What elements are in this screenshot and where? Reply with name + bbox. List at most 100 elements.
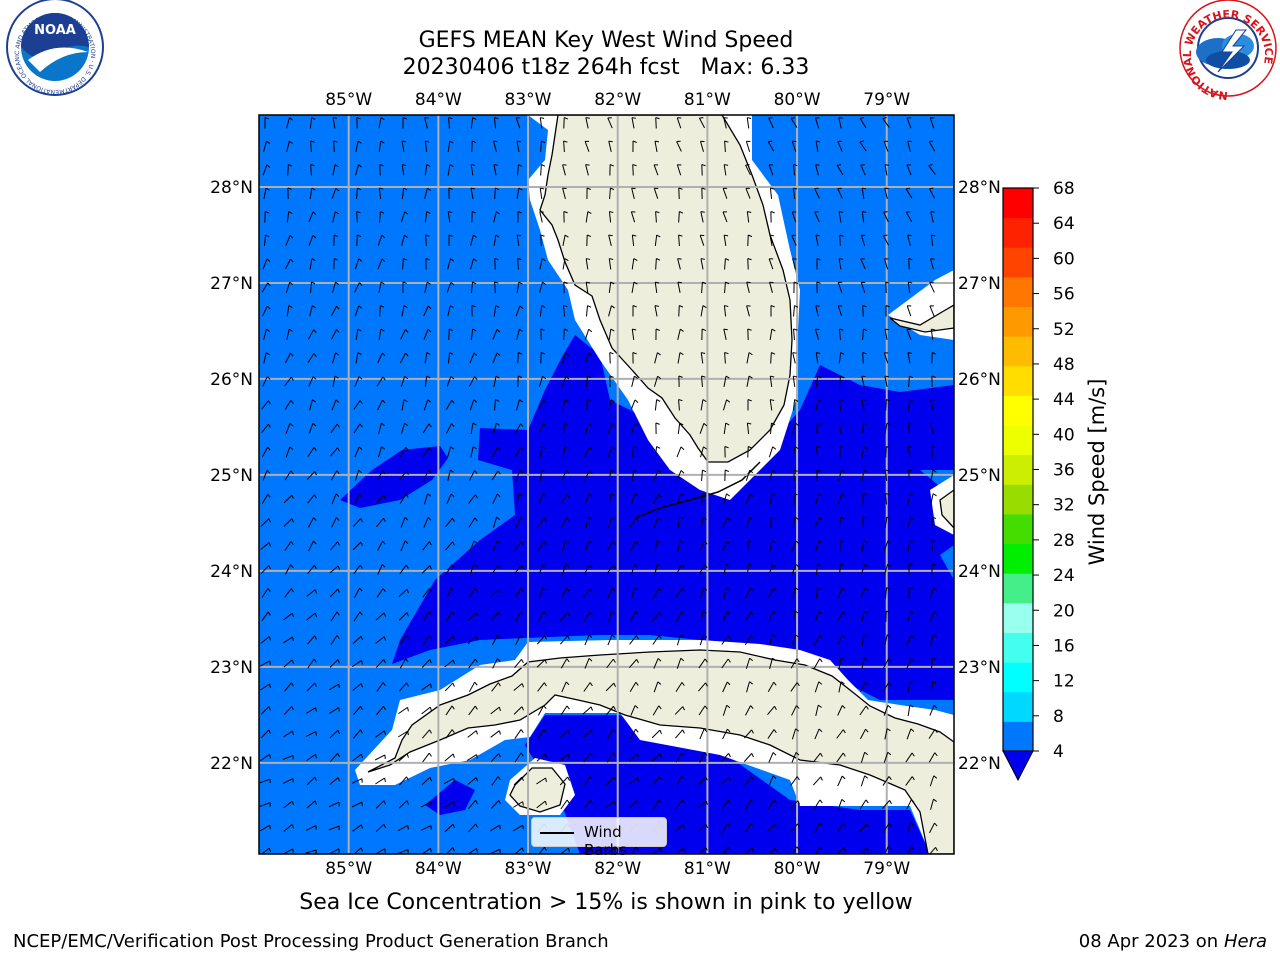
wind-barb-icon — [333, 140, 338, 153]
wind-barb-icon — [283, 494, 294, 504]
wind-barb-icon — [630, 705, 639, 716]
wind-barb-icon — [723, 164, 729, 176]
wind-barb-icon — [724, 469, 730, 482]
wind-barb-icon — [399, 635, 409, 645]
wind-barb-icon — [838, 258, 844, 270]
wind-barb-icon — [676, 140, 682, 152]
wind-barbs — [259, 117, 938, 854]
wind-barb-icon — [651, 729, 662, 739]
wind-barb-icon — [584, 658, 593, 669]
wind-barb-icon — [814, 117, 820, 129]
wind-barb-icon — [260, 518, 271, 527]
lat-tick-label-right: 28°N — [958, 178, 1001, 198]
wind-barb-icon — [907, 140, 912, 152]
wind-barb-icon — [398, 588, 409, 598]
wind-barb-icon — [652, 493, 662, 505]
wind-barb-icon — [860, 751, 869, 763]
wind-barb-icon — [930, 798, 937, 810]
wind-barb-icon — [769, 657, 776, 669]
noaa-logo-icon: NOAA NATIONAL OCEANIC AND ATMOSPHERIC AD… — [0, 0, 104, 96]
wind-barb-icon — [286, 211, 293, 223]
wind-barb-icon — [929, 822, 938, 834]
wind-barb-icon — [862, 352, 867, 364]
wind-barb-icon — [930, 540, 936, 552]
wind-barb-icon — [884, 634, 891, 646]
wind-barb-icon — [906, 164, 912, 176]
wind-barb-icon — [723, 328, 728, 340]
wind-barb-icon — [352, 753, 363, 762]
wind-barb-icon — [723, 234, 729, 247]
wind-barb-icon — [377, 352, 386, 364]
wind-barb-icon — [583, 588, 593, 598]
wind-barb-icon — [700, 258, 705, 270]
wind-barb-icon — [608, 140, 613, 152]
wind-barb-icon — [791, 634, 800, 646]
wind-barb-icon — [701, 187, 706, 200]
wind-barb-icon — [906, 516, 915, 528]
colorbar-tick-label: 32 — [1053, 496, 1075, 516]
wind-barb-icon — [424, 352, 431, 364]
wind-barb-icon — [330, 635, 340, 645]
wind-barb-icon — [745, 587, 754, 599]
lat-tick-label-left: 23°N — [210, 658, 253, 678]
wind-barb-icon — [701, 281, 707, 294]
wind-barb-icon — [792, 187, 798, 200]
colorbar-segment — [1003, 247, 1033, 278]
wind-barb-icon — [929, 117, 935, 129]
wind-barb-icon — [883, 751, 892, 763]
wind-barb-icon — [422, 447, 432, 457]
wind-barb-icon — [586, 399, 591, 411]
wind-barb-icon — [930, 234, 936, 247]
colorbar-segment — [1003, 662, 1033, 693]
colorbar-segment — [1003, 484, 1033, 515]
wind-barb-icon — [260, 636, 271, 644]
wind-barb-icon — [586, 375, 592, 388]
wind-barb-icon — [398, 706, 409, 715]
wind-barb-icon — [559, 612, 570, 621]
wind-barb-icon — [260, 683, 271, 691]
wind-barb-icon — [768, 117, 774, 129]
branch-credit: NCEP/EMC/Verification Post Processing Pr… — [13, 931, 609, 952]
wind-barb-icon — [562, 563, 569, 575]
wind-barb-icon — [306, 682, 317, 692]
wind-barb-icon — [470, 258, 477, 270]
colorbar-segment — [1003, 632, 1033, 663]
wind-barb-icon — [838, 352, 845, 364]
wind-barb-icon — [746, 563, 753, 576]
wind-barb-icon — [678, 375, 683, 388]
wind-barb-icon — [513, 706, 524, 715]
wind-barb-icon — [793, 305, 799, 317]
wind-barb-icon — [609, 375, 614, 388]
wind-barb-icon — [491, 446, 501, 458]
wind-barb-icon — [537, 682, 547, 692]
wind-barb-icon — [699, 234, 705, 246]
wind-barb-icon — [306, 612, 317, 621]
wind-barb-icon — [859, 117, 867, 128]
wind-barb-icon — [420, 825, 432, 831]
wind-barb-icon — [309, 117, 316, 129]
wind-barb-icon — [284, 470, 294, 481]
wind-barb-icon — [700, 305, 707, 317]
wind-barb-icon — [654, 563, 661, 575]
wind-barb-icon — [653, 469, 662, 481]
wind-barb-icon — [607, 516, 616, 528]
wind-barb-icon — [882, 823, 892, 833]
wind-barb-icon — [260, 729, 271, 739]
wind-barb-icon — [516, 281, 523, 294]
wind-barb-icon — [376, 540, 386, 552]
wind-barb-icon — [402, 281, 407, 294]
wind-barb-icon — [378, 446, 385, 458]
wind-barb-icon — [631, 281, 638, 294]
wind-barb-icon — [881, 800, 892, 809]
wind-barb-icon — [331, 517, 340, 528]
wind-barb-icon — [489, 848, 501, 854]
wind-barb-icon — [284, 588, 294, 598]
wind-barb-icon — [837, 305, 843, 317]
wind-barb-icon — [538, 587, 547, 599]
wind-barb-icon — [607, 587, 616, 599]
wind-barb-icon — [792, 422, 799, 434]
wind-barb-icon — [859, 799, 869, 810]
wind-barb-icon — [907, 704, 914, 717]
wind-barb-icon — [260, 565, 271, 574]
wind-barb-icon — [814, 728, 823, 740]
